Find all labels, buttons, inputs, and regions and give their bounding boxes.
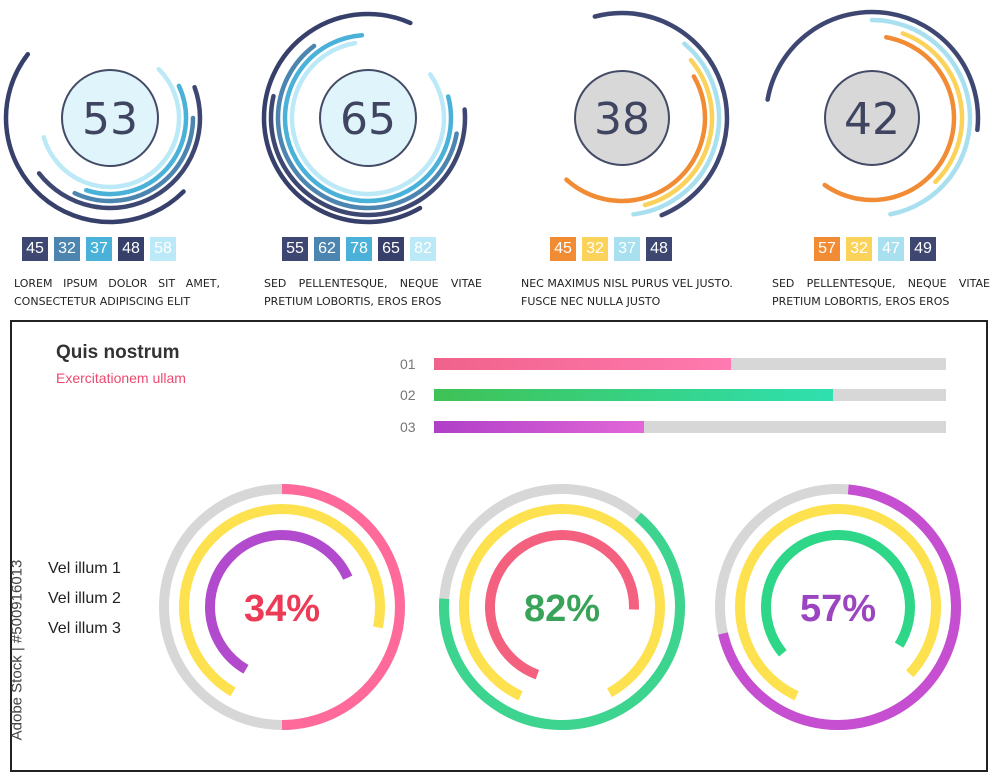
donut-3-percent-label: 57% bbox=[800, 588, 876, 630]
gauge-2-ring-1 bbox=[268, 93, 468, 218]
side-label-2: Vel illum 2 bbox=[48, 590, 121, 607]
gauge-1-description: LOREM IPSUM DOLOR SIT AMET, CONSECTETUR … bbox=[14, 277, 220, 308]
gauge-1-ring-1 bbox=[36, 84, 203, 211]
gauge-1-ring-3 bbox=[84, 83, 189, 197]
gauge-4-legend-chip-4: 49 bbox=[910, 237, 936, 261]
gauge-3-ring-3 bbox=[631, 41, 722, 217]
bar-fill-03 bbox=[434, 421, 644, 433]
gauge-3-center-value: 38 bbox=[594, 94, 650, 145]
gauge-2-legend-chip-2: 62 bbox=[314, 237, 340, 261]
gauge-1-legend-chip-2: 32 bbox=[54, 237, 80, 261]
radial-gauge-4: 42 bbox=[750, 0, 1000, 235]
gauge-1-center-circle bbox=[61, 69, 159, 167]
gauge-3-ring-2 bbox=[642, 57, 715, 208]
gauge-4-description: SED PELLENTESQUE, NEQUE VITAE PRETIUM LO… bbox=[772, 277, 990, 308]
gauge-2-legend-chip-5: 82 bbox=[410, 237, 436, 261]
gauge-4-ring-1 bbox=[822, 34, 957, 203]
gauge-3-legend: 45 32 37 48 bbox=[550, 237, 672, 261]
watermark-text: Adobe Stock | #500916013 bbox=[8, 559, 26, 741]
gauge-2-legend-chip-4: 65 bbox=[378, 237, 404, 261]
gauge-2-legend-chip-1: 55 bbox=[282, 237, 308, 261]
donut-chart-1-svg: 34% bbox=[159, 484, 405, 730]
gauge-2-legend: 55 62 78 65 82 bbox=[282, 237, 436, 261]
gauge-2-description: SED PELLENTESQUE, NEQUE VITAE PRETIUM LO… bbox=[264, 277, 482, 308]
gauge-1-legend-chip-5: 58 bbox=[150, 237, 176, 261]
gauge-4-legend-chip-2: 32 bbox=[846, 237, 872, 261]
donut-chart-2: 82% bbox=[433, 478, 691, 736]
bar-fill-01 bbox=[434, 358, 731, 370]
gauge-1-legend: 45 32 37 48 58 bbox=[22, 237, 176, 261]
gauge-4-legend-chip-3: 47 bbox=[878, 237, 904, 261]
gauge-1-ring-4 bbox=[3, 52, 186, 225]
bar-track-02 bbox=[434, 389, 946, 401]
radial-gauge-2-svg: 65 bbox=[261, 11, 468, 225]
donut-chart-2-svg: 82% bbox=[439, 484, 685, 730]
gauge-3-legend-chip-4: 48 bbox=[646, 237, 672, 261]
radial-gauge-1-svg: 53 bbox=[3, 52, 203, 225]
radial-gauge-2: 65 bbox=[250, 0, 500, 235]
donut-chart-3: 57% bbox=[709, 478, 967, 736]
radial-gauge-3-svg: 38 bbox=[564, 10, 730, 218]
radial-gauge-3: 38 bbox=[500, 0, 750, 235]
gauge-4-ring-4 bbox=[765, 9, 981, 133]
gauge-1-legend-chip-3: 37 bbox=[86, 237, 112, 261]
donut-chart-3-svg: 57% bbox=[715, 484, 961, 730]
gauge-2-ring-3 bbox=[282, 32, 454, 204]
gauge-4-ring-2 bbox=[900, 31, 965, 185]
gauge-1-ring-5 bbox=[41, 66, 182, 190]
panel-title: Quis nostrum bbox=[56, 342, 180, 363]
radial-gauge-1: 53 bbox=[0, 0, 250, 235]
bar-fill-02 bbox=[434, 389, 834, 401]
gauge-3-legend-chip-2: 32 bbox=[582, 237, 608, 261]
gauge-1-legend-chip-1: 45 bbox=[22, 237, 48, 261]
gauge-4-center-value: 42 bbox=[844, 94, 900, 145]
gauge-1-ring-2 bbox=[72, 115, 196, 204]
bar-track-03 bbox=[434, 421, 946, 433]
side-label-3: Vel illum 3 bbox=[48, 620, 121, 637]
bar-label-03: 03 bbox=[400, 419, 416, 435]
gauge-4-ring-3 bbox=[869, 17, 973, 217]
gauge-4-legend-chip-1: 57 bbox=[814, 237, 840, 261]
gauge-2-ring-4 bbox=[261, 11, 423, 225]
side-label-1: Vel illum 1 bbox=[48, 560, 121, 577]
donut-2-ring-3 bbox=[485, 530, 639, 680]
gauge-3-ring-1 bbox=[564, 74, 708, 204]
gauge-2-center-circle bbox=[319, 69, 417, 167]
bar-label-02: 02 bbox=[400, 387, 416, 403]
donut-2-ring-2 bbox=[459, 504, 665, 701]
donut-3-ring-3 bbox=[761, 530, 915, 657]
donut-1-ring-3 bbox=[205, 530, 353, 674]
bar-label-01: 01 bbox=[400, 356, 416, 372]
bottom-panel: Quis nostrum Exercitationem ullam 01 02 … bbox=[10, 320, 988, 772]
gauge-4-legend: 57 32 47 49 bbox=[814, 237, 936, 261]
gauge-2-legend-chip-3: 78 bbox=[346, 237, 372, 261]
donut-1-ring-1 bbox=[281, 484, 405, 730]
donut-1-percent-label: 34% bbox=[244, 588, 320, 630]
gauge-1-center-value: 53 bbox=[82, 94, 138, 145]
gauge-3-legend-chip-3: 37 bbox=[614, 237, 640, 261]
gauge-2-center-value: 65 bbox=[340, 94, 396, 145]
donut-3-ring-1 bbox=[718, 484, 961, 730]
gauge-3-ring-4 bbox=[592, 10, 730, 218]
donut-2-percent-label: 82% bbox=[524, 588, 600, 630]
gauge-3-center-circle bbox=[574, 70, 670, 166]
gauge-3-description: NEC MAXIMUS NISL PURUS VEL JUSTO. FUSCE … bbox=[521, 277, 733, 308]
radial-gauge-4-svg: 42 bbox=[765, 9, 981, 217]
gauge-3-legend-chip-1: 45 bbox=[550, 237, 576, 261]
donut-1-ring-2 bbox=[179, 504, 385, 697]
gauge-1-legend-chip-4: 48 bbox=[118, 237, 144, 261]
donut-chart-1: 34% bbox=[153, 478, 411, 736]
gauge-2-ring-2 bbox=[275, 43, 459, 211]
bar-track-01 bbox=[434, 358, 946, 370]
donut-2-ring-1 bbox=[439, 512, 685, 730]
gauge-4-center-circle bbox=[824, 70, 920, 166]
stock-watermark: Adobe Stock | #500916013 bbox=[2, 530, 32, 770]
panel-subtitle: Exercitationem ullam bbox=[56, 370, 186, 386]
gauge-2-ring-5 bbox=[289, 40, 447, 197]
donut-3-ring-2 bbox=[735, 504, 941, 701]
